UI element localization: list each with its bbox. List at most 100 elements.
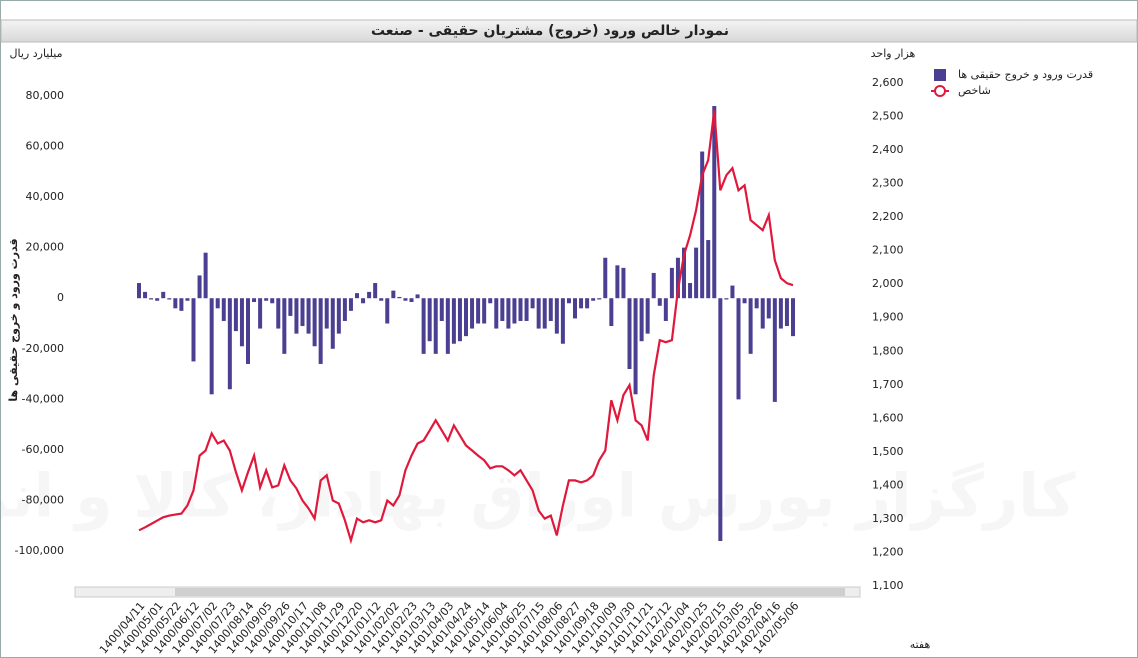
bar	[137, 283, 141, 299]
bar	[221, 298, 226, 321]
bar	[470, 298, 475, 329]
bar	[161, 291, 166, 299]
bar	[488, 298, 493, 304]
bar	[760, 298, 765, 329]
bar	[239, 298, 244, 347]
bar	[191, 298, 196, 362]
bar	[597, 298, 602, 300]
bar	[433, 298, 438, 354]
y-tick-label: -100,000	[15, 544, 64, 557]
bar	[748, 298, 753, 354]
bar	[500, 298, 505, 321]
y-tick-label: -60,000	[22, 443, 64, 456]
bar	[657, 298, 662, 306]
bar	[179, 298, 184, 311]
bar	[633, 298, 638, 395]
bar	[621, 267, 626, 299]
bar	[149, 298, 154, 300]
bar	[451, 298, 456, 344]
bar	[688, 283, 693, 299]
bar	[209, 298, 214, 395]
bar	[700, 151, 705, 299]
bar	[651, 272, 656, 299]
bar	[246, 298, 250, 364]
bar	[415, 294, 420, 299]
bar	[682, 247, 686, 299]
bar	[258, 298, 263, 329]
bar	[252, 298, 257, 303]
y2-tick-label: 2,600	[872, 76, 904, 89]
y-axis-title: قدرت ورود و خروج حقیقی ها	[7, 238, 21, 401]
bar	[264, 298, 269, 301]
y2-tick-label: 1,200	[872, 545, 904, 558]
bar	[355, 293, 359, 299]
bar	[476, 298, 481, 324]
bar	[554, 298, 559, 334]
bar	[203, 252, 208, 299]
bar	[403, 298, 408, 301]
bar	[524, 298, 529, 321]
bar	[318, 298, 323, 364]
bar	[361, 298, 366, 304]
bar	[270, 298, 275, 304]
bar	[276, 298, 281, 329]
y-tick-label: -20,000	[22, 342, 64, 355]
bar	[324, 298, 329, 329]
scroll-thumb[interactable]	[175, 588, 845, 596]
bar	[718, 298, 723, 541]
bar	[143, 291, 148, 299]
bar	[373, 283, 378, 299]
bar	[409, 298, 414, 303]
bar	[778, 298, 783, 329]
bar	[506, 298, 511, 329]
bar	[155, 298, 160, 301]
bar	[167, 298, 172, 300]
bar	[566, 298, 571, 304]
bar	[724, 298, 729, 300]
bar	[542, 298, 547, 329]
bar	[706, 240, 711, 299]
legend-label: شاخص	[958, 84, 991, 97]
bar	[439, 298, 444, 321]
bar	[427, 298, 432, 342]
y2-tick-label: 2,300	[872, 177, 904, 190]
bar	[675, 257, 680, 299]
bar	[306, 298, 311, 334]
bar	[464, 298, 468, 337]
bar	[579, 298, 584, 309]
bar	[227, 298, 232, 390]
bar	[288, 298, 293, 316]
y2-tick-label: 2,500	[872, 110, 904, 123]
bar	[603, 257, 608, 299]
bar	[615, 265, 620, 299]
bar	[348, 298, 353, 311]
y2-tick-label: 1,700	[872, 378, 904, 391]
y-tick-label: 80,000	[26, 89, 65, 102]
bar	[754, 298, 759, 309]
bar	[791, 298, 795, 337]
legend-swatch	[934, 69, 946, 81]
legend-label: قدرت ورود و خروج حقیقی ها	[958, 68, 1093, 81]
bar	[627, 298, 632, 370]
bar	[342, 298, 347, 321]
bar	[233, 298, 238, 332]
bar	[300, 298, 305, 327]
bar	[512, 298, 517, 324]
bar	[185, 298, 190, 301]
bar	[482, 298, 487, 324]
bar	[772, 298, 777, 402]
line	[138, 110, 794, 545]
y-tick-label: 20,000	[26, 241, 65, 254]
bar	[560, 298, 565, 344]
y2-tick-label: 2,000	[872, 277, 904, 290]
bar	[421, 298, 426, 354]
bar	[639, 298, 644, 342]
bar	[766, 298, 771, 319]
y2-tick-label: 2,100	[872, 244, 904, 257]
bar	[494, 298, 499, 329]
bar	[367, 291, 372, 299]
bar	[330, 298, 335, 349]
bar	[585, 298, 590, 309]
